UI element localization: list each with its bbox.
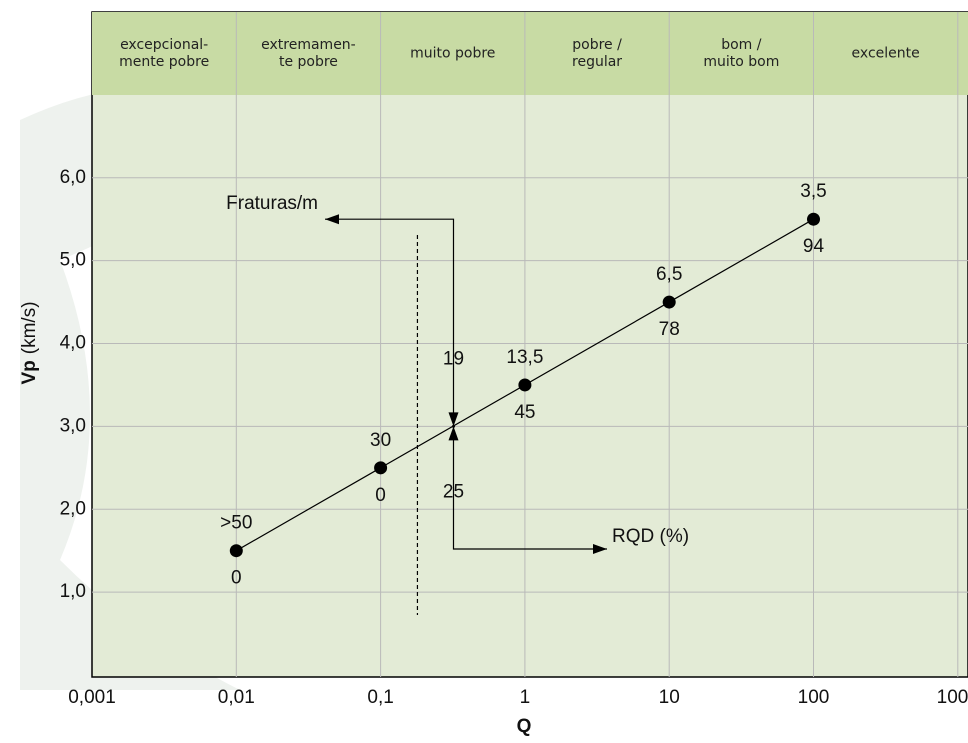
arrow-head <box>448 412 459 427</box>
fractures-label: Fraturas/m <box>226 193 318 214</box>
arrow-head <box>593 544 607 555</box>
x-tick-label: 0,1 <box>367 687 393 708</box>
data-point <box>807 212 820 226</box>
y-tick-label: 1,0 <box>60 581 86 602</box>
rqd-label: RQD (%) <box>612 526 689 547</box>
fracture-value: 30 <box>370 430 391 451</box>
y-tick-label: 5,0 <box>60 250 86 271</box>
x-axis-label: Q <box>517 716 532 737</box>
band-label: pobre / <box>572 37 622 53</box>
rqd-value: 78 <box>659 319 680 340</box>
band-label: extremamen- <box>261 37 356 53</box>
arrow-head <box>325 214 339 225</box>
y-tick-label: 2,0 <box>60 498 86 519</box>
band-header <box>92 12 968 95</box>
plot-area <box>91 11 968 678</box>
x-tick-label: 1 <box>520 687 531 708</box>
y-tick-label: 6,0 <box>60 167 86 188</box>
x-tick-label: 100 <box>798 687 830 708</box>
data-point <box>374 461 388 475</box>
y-axis-label: Vp (km/s) <box>19 301 40 384</box>
x-tick-label: 10 <box>659 687 680 708</box>
band-label: muito pobre <box>410 46 495 62</box>
background-shape <box>20 87 240 691</box>
x-tick-label: 0,001 <box>68 687 116 708</box>
rqd-value: 0 <box>375 485 386 506</box>
band-label: muito bom <box>703 54 779 70</box>
fracture-value: >50 <box>220 513 252 534</box>
y-tick-label: 4,0 <box>60 333 86 354</box>
y-axis-label-main: Vp <box>19 360 40 384</box>
fracture-value: 13,5 <box>506 347 543 368</box>
rqd-value: 45 <box>514 402 535 423</box>
band-label: mente pobre <box>119 54 209 70</box>
data-point <box>229 544 243 558</box>
fracture-arrow <box>325 218 455 421</box>
rqd-value: 0 <box>231 568 242 589</box>
band-label: excelente <box>852 46 920 62</box>
example-fractures: 19 <box>443 348 464 369</box>
fracture-value: 3,5 <box>800 181 826 202</box>
y-tick-label: 3,0 <box>60 415 86 436</box>
rqd-value: 94 <box>803 236 825 257</box>
y-axis-label-unit: (km/s) <box>19 301 40 354</box>
band-label: excepcional- <box>120 37 208 53</box>
quality-bands: excepcional-mente pobre extremamen-te pob… <box>119 37 920 70</box>
arrow-head <box>448 426 459 441</box>
band-label: regular <box>572 54 622 70</box>
data-point <box>662 295 676 309</box>
band-label: bom / <box>721 37 762 53</box>
x-tick-label: 0,01 <box>218 687 255 708</box>
fracture-value: 6,5 <box>656 264 682 285</box>
rqd-arrow <box>452 432 607 550</box>
data-point <box>518 378 532 392</box>
example-rqd: 25 <box>443 481 464 502</box>
x-tick-label: 1000 <box>937 687 968 708</box>
band-label: te pobre <box>279 54 338 70</box>
